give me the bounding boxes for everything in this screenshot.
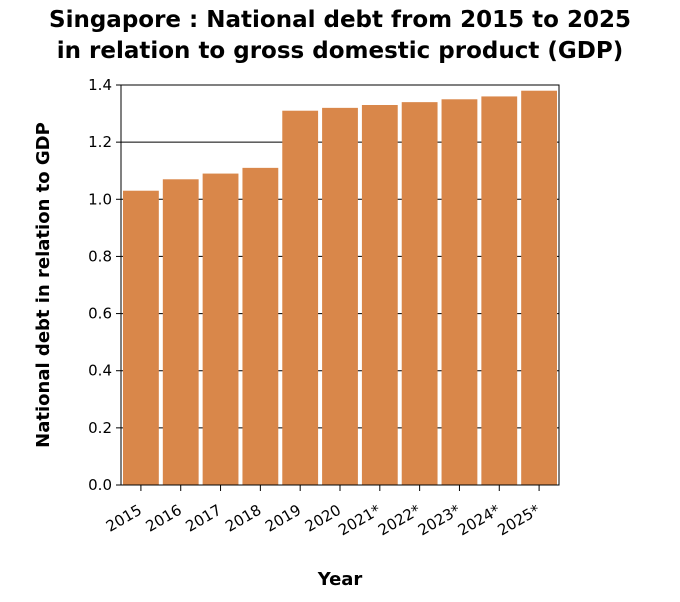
bars (123, 90, 557, 486)
y-tick-label: 0.4 (88, 362, 112, 380)
bar-2025-projected (521, 90, 557, 485)
x-axis-label: Year (317, 569, 363, 590)
bar-2019 (282, 110, 319, 485)
y-tick-label: 1.2 (88, 133, 112, 151)
y-axis-label: National debt in relation to GDP (33, 122, 54, 448)
bar-2017 (202, 173, 239, 486)
bar-2016 (162, 179, 199, 486)
bar-2022-projected (401, 102, 438, 486)
y-tick-label: 1.0 (88, 190, 112, 208)
bar-2018 (242, 167, 279, 485)
bar-2015 (123, 190, 159, 485)
chart-title-line-2: in relation to gross domestic product (G… (57, 38, 623, 64)
y-axis-ticks: 0.0 0.2 0.4 0.6 0.8 1.0 1.2 1.4 (88, 76, 121, 494)
y-tick-label: 1.4 (88, 76, 112, 94)
bar-2020 (322, 107, 358, 485)
bar-2021-projected (361, 105, 398, 485)
y-tick-label: 0.6 (88, 305, 112, 323)
y-tick-label: 0.0 (88, 476, 112, 494)
y-tick-label: 0.8 (88, 247, 112, 265)
chart-title-line-1: Singapore : National debt from 2015 to 2… (49, 7, 631, 33)
bar-2023-projected (441, 99, 478, 486)
y-tick-label: 0.2 (88, 419, 112, 437)
bar-2024-projected (481, 96, 518, 485)
